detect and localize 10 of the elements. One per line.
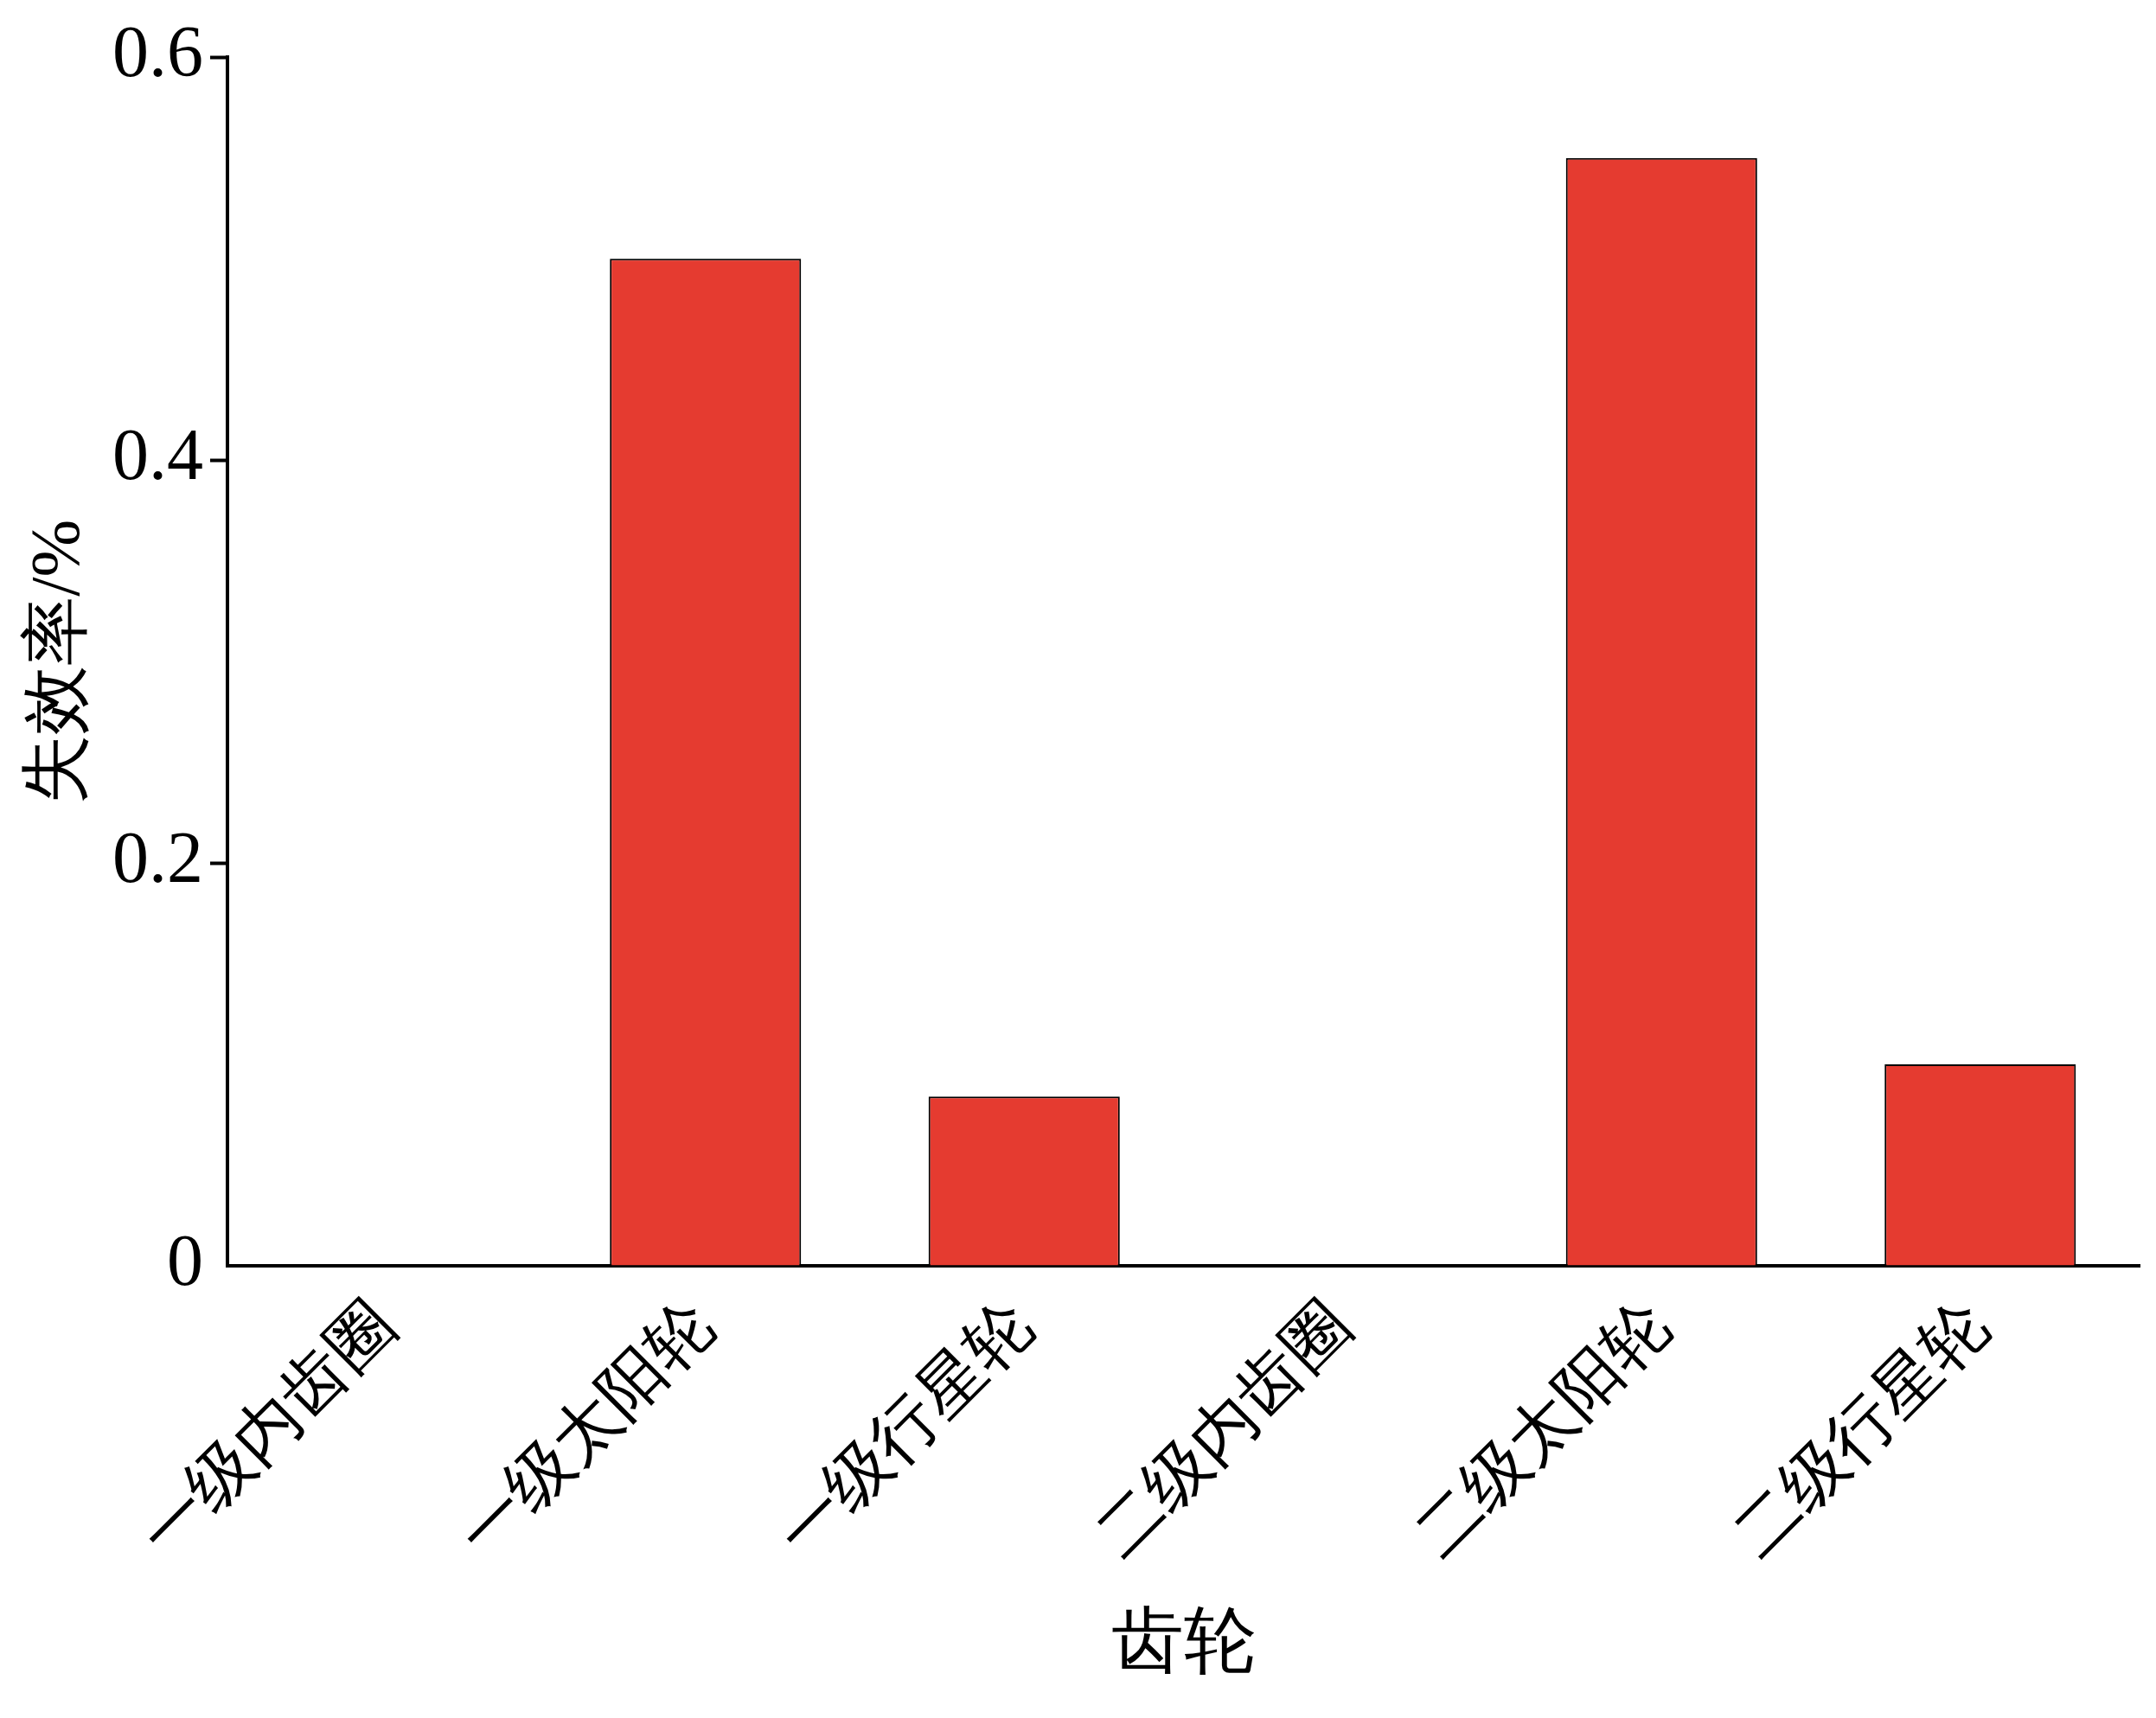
x-tick-label: 一级行星轮 xyxy=(762,1287,1046,1571)
x-tick-label: 二级太阳轮 xyxy=(1399,1287,1684,1571)
y-tick-label: 0.4 xyxy=(112,414,203,495)
x-tick-label: 二级行星轮 xyxy=(1718,1287,2003,1571)
y-axis-title: 失效率/% xyxy=(17,519,94,804)
x-axis-title: 齿轮 xyxy=(1110,1600,1257,1681)
y-tick-label: 0.6 xyxy=(112,11,203,93)
y-tick-label: 0.2 xyxy=(112,817,203,898)
x-tick-label: 二级内齿圈 xyxy=(1081,1287,1366,1571)
x-tick-label: 一级太阳轮 xyxy=(444,1287,728,1571)
